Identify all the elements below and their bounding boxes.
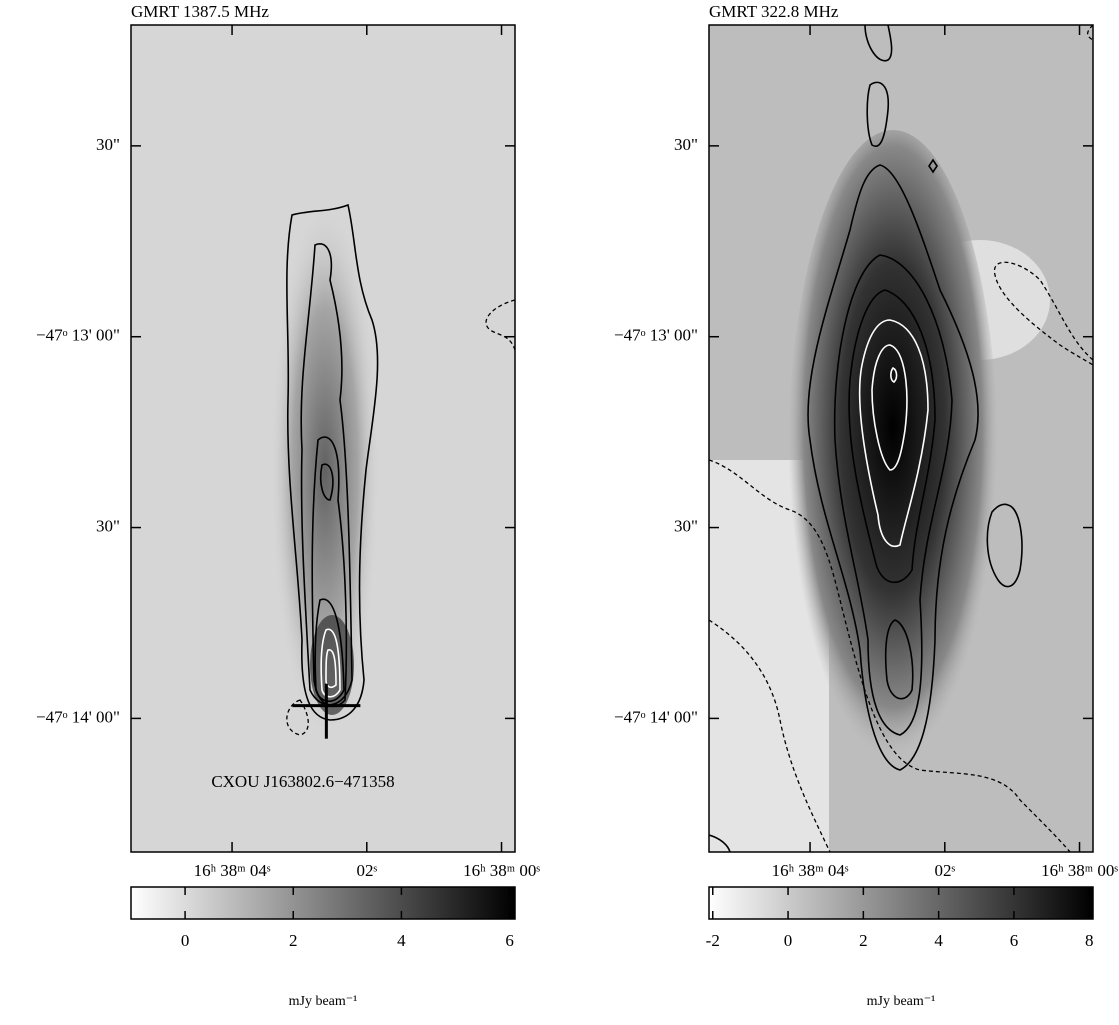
y-tick-label: 30" (96, 135, 120, 154)
axes-frame (130, 24, 516, 853)
x-tick-label: 16ʰ 38ᵐ 04ˢ (772, 861, 849, 880)
y-tick-label: −47ᵒ 13' 00" (36, 326, 120, 345)
colorbar-tick-label: -2 (706, 931, 720, 950)
colorbar-tick-label: 8 (1085, 931, 1094, 950)
y-tick-label: −47ᵒ 14' 00" (36, 707, 120, 726)
y-tick-label: −47ᵒ 13' 00" (614, 326, 698, 345)
y-tick-label: 30" (674, 516, 698, 535)
colorbar (130, 886, 516, 920)
x-tick-label: 02ˢ (356, 861, 377, 880)
panel-title: GMRT 1387.5 MHz (131, 2, 269, 21)
y-tick-label: 30" (674, 135, 698, 154)
x-tick-label: 16ʰ 38ᵐ 00ˢ (1041, 861, 1118, 880)
colorbar-tick-label: 4 (934, 931, 943, 950)
x-tick-label: 02ˢ (934, 861, 955, 880)
y-tick-label: −47ᵒ 14' 00" (614, 707, 698, 726)
colorbar (708, 886, 1094, 920)
colorbar-label: mJy beam⁻¹ (289, 994, 358, 1009)
colorbar-label: mJy beam⁻¹ (867, 994, 936, 1009)
x-tick-label: 16ʰ 38ᵐ 00ˢ (463, 861, 540, 880)
colorbar-tick-label: 6 (1010, 931, 1019, 950)
y-tick-label: 30" (96, 516, 120, 535)
image-left (131, 25, 515, 852)
x-tick-label: 16ʰ 38ᵐ 04ˢ (194, 861, 271, 880)
colorbar-tick-label: 4 (397, 931, 406, 950)
panel-title: GMRT 322.8 MHz (709, 2, 839, 21)
colorbar-tick-label: 2 (289, 931, 298, 950)
image-right (709, 25, 1093, 852)
colorbar-tick-label: 2 (859, 931, 868, 950)
annotation: CXOU J163802.6−471358 (211, 772, 394, 791)
colorbar-tick-label: 6 (505, 931, 514, 950)
colorbar-tick-label: 0 (784, 931, 793, 950)
axes-frame (708, 24, 1094, 853)
colorbar-tick-label: 0 (181, 931, 190, 950)
